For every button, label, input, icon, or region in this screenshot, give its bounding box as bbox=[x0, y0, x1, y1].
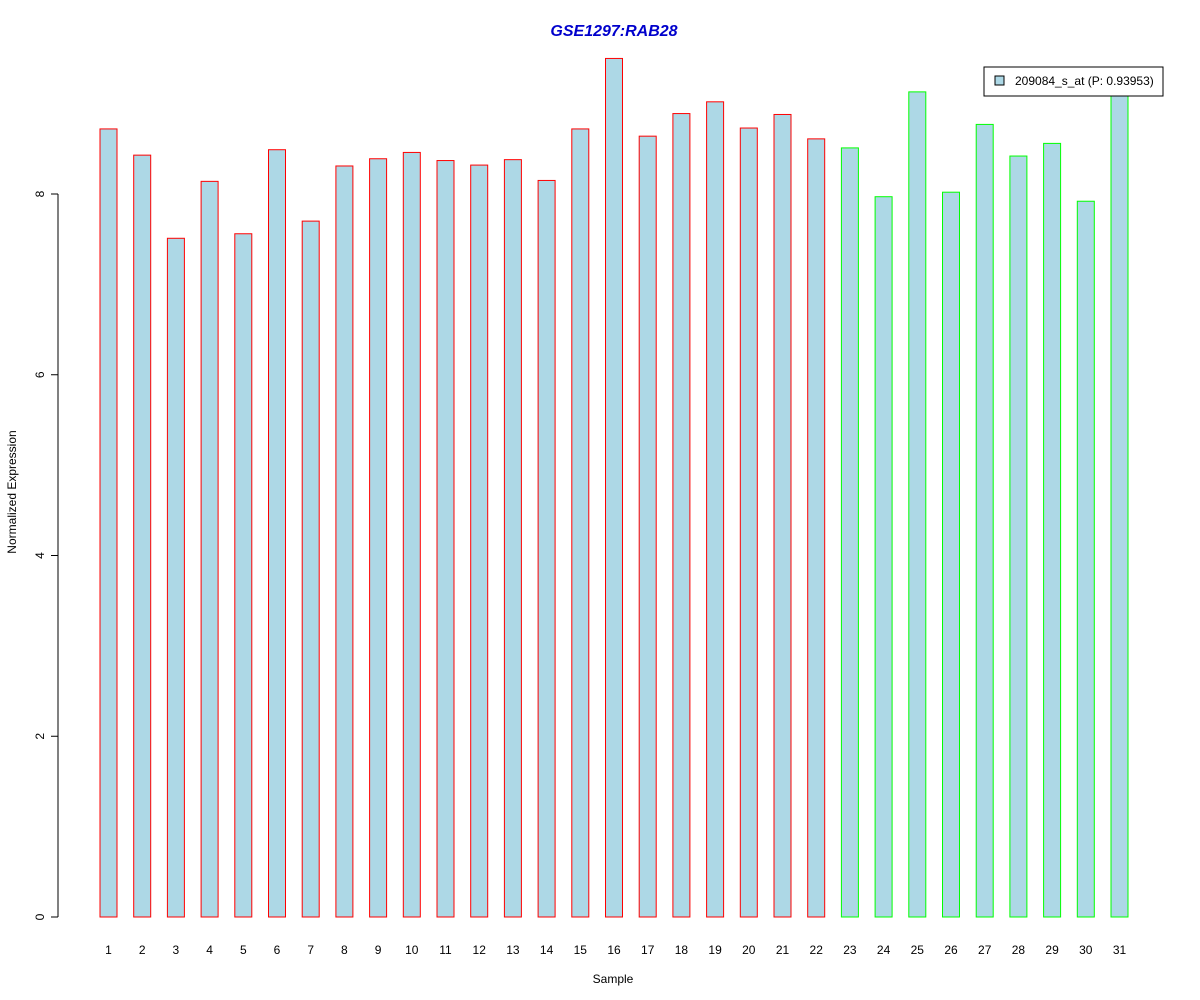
bar bbox=[200, 180, 219, 918]
x-tick-label: 4 bbox=[206, 943, 213, 957]
x-axis-tick-labels: 1 2 3 4 5 6 7 8 9 10 11 12 13 14 15 16 17 18 19 20 21 22 23 24 2… bbox=[105, 943, 1126, 957]
bar bbox=[975, 123, 994, 918]
bar bbox=[537, 179, 556, 918]
x-tick-label: 27 bbox=[978, 943, 992, 957]
y-tick-label: 4 bbox=[33, 552, 47, 559]
x-tick-label: 20 bbox=[742, 943, 756, 957]
y-tick-label: 0 bbox=[33, 913, 47, 920]
x-tick-label: 29 bbox=[1045, 943, 1059, 957]
x-tick-label: 23 bbox=[843, 943, 857, 957]
x-tick-label: 3 bbox=[173, 943, 180, 957]
y-tick-label: 8 bbox=[33, 190, 47, 197]
x-tick-label: 8 bbox=[341, 943, 348, 957]
bar bbox=[1009, 155, 1028, 918]
y-tick-label: 6 bbox=[33, 371, 47, 378]
bar bbox=[874, 196, 893, 918]
x-tick-label: 30 bbox=[1079, 943, 1093, 957]
x-tick-label: 25 bbox=[911, 943, 925, 957]
chart-title: GSE1297:RAB28 bbox=[550, 23, 677, 40]
bar bbox=[470, 164, 489, 918]
bar bbox=[908, 91, 927, 918]
x-tick-label: 24 bbox=[877, 943, 891, 957]
x-tick-label: 13 bbox=[506, 943, 520, 957]
bar bbox=[1076, 200, 1095, 918]
bar bbox=[335, 165, 354, 918]
bar bbox=[436, 160, 455, 918]
x-tick-label: 15 bbox=[574, 943, 588, 957]
bar bbox=[503, 159, 522, 918]
x-tick-label: 2 bbox=[139, 943, 146, 957]
bar bbox=[942, 191, 960, 918]
legend-box bbox=[983, 66, 1164, 97]
x-tick-label: 31 bbox=[1113, 943, 1127, 957]
bar bbox=[166, 237, 185, 918]
bar bbox=[605, 57, 623, 918]
bar bbox=[1043, 142, 1062, 918]
x-tick-label: 19 bbox=[708, 943, 722, 957]
x-tick-label: 26 bbox=[944, 943, 958, 957]
x-tick-label: 1 bbox=[105, 943, 112, 957]
x-tick-label: 16 bbox=[607, 943, 621, 957]
bar-series bbox=[99, 57, 1129, 918]
bar bbox=[133, 154, 152, 918]
bar bbox=[369, 158, 388, 918]
x-tick-label: 14 bbox=[540, 943, 554, 957]
legend: 209084_s_at (P: 0.93953) bbox=[983, 66, 1164, 97]
bar bbox=[234, 233, 253, 918]
x-tick-label: 18 bbox=[675, 943, 689, 957]
bar bbox=[1110, 85, 1129, 918]
bar bbox=[638, 135, 657, 918]
x-axis-title: Sample bbox=[593, 972, 634, 986]
y-axis: 0 2 4 6 8 bbox=[33, 190, 59, 920]
legend-label: 209084_s_at (P: 0.93953) bbox=[1015, 74, 1154, 88]
x-tick-label: 6 bbox=[274, 943, 281, 957]
x-tick-label: 11 bbox=[439, 943, 452, 957]
bar bbox=[706, 101, 725, 918]
y-tick-label: 2 bbox=[33, 733, 47, 740]
x-tick-label: 12 bbox=[473, 943, 487, 957]
bar bbox=[672, 113, 691, 918]
bar bbox=[840, 147, 859, 918]
bar bbox=[739, 127, 758, 918]
x-tick-label: 17 bbox=[641, 943, 655, 957]
bar bbox=[402, 151, 421, 918]
x-tick-label: 7 bbox=[307, 943, 314, 957]
x-tick-label: 28 bbox=[1012, 943, 1026, 957]
x-tick-label: 22 bbox=[810, 943, 824, 957]
bar bbox=[773, 113, 792, 918]
y-axis-title: Normalized Expression bbox=[5, 430, 19, 553]
bar bbox=[807, 138, 826, 918]
x-tick-label: 10 bbox=[405, 943, 419, 957]
x-tick-label: 21 bbox=[776, 943, 790, 957]
legend-swatch bbox=[994, 75, 1005, 86]
bar bbox=[301, 220, 320, 918]
x-tick-label: 5 bbox=[240, 943, 247, 957]
bar bbox=[268, 149, 286, 918]
x-tick-label: 9 bbox=[375, 943, 382, 957]
bar bbox=[571, 128, 590, 918]
bar bbox=[99, 128, 118, 918]
